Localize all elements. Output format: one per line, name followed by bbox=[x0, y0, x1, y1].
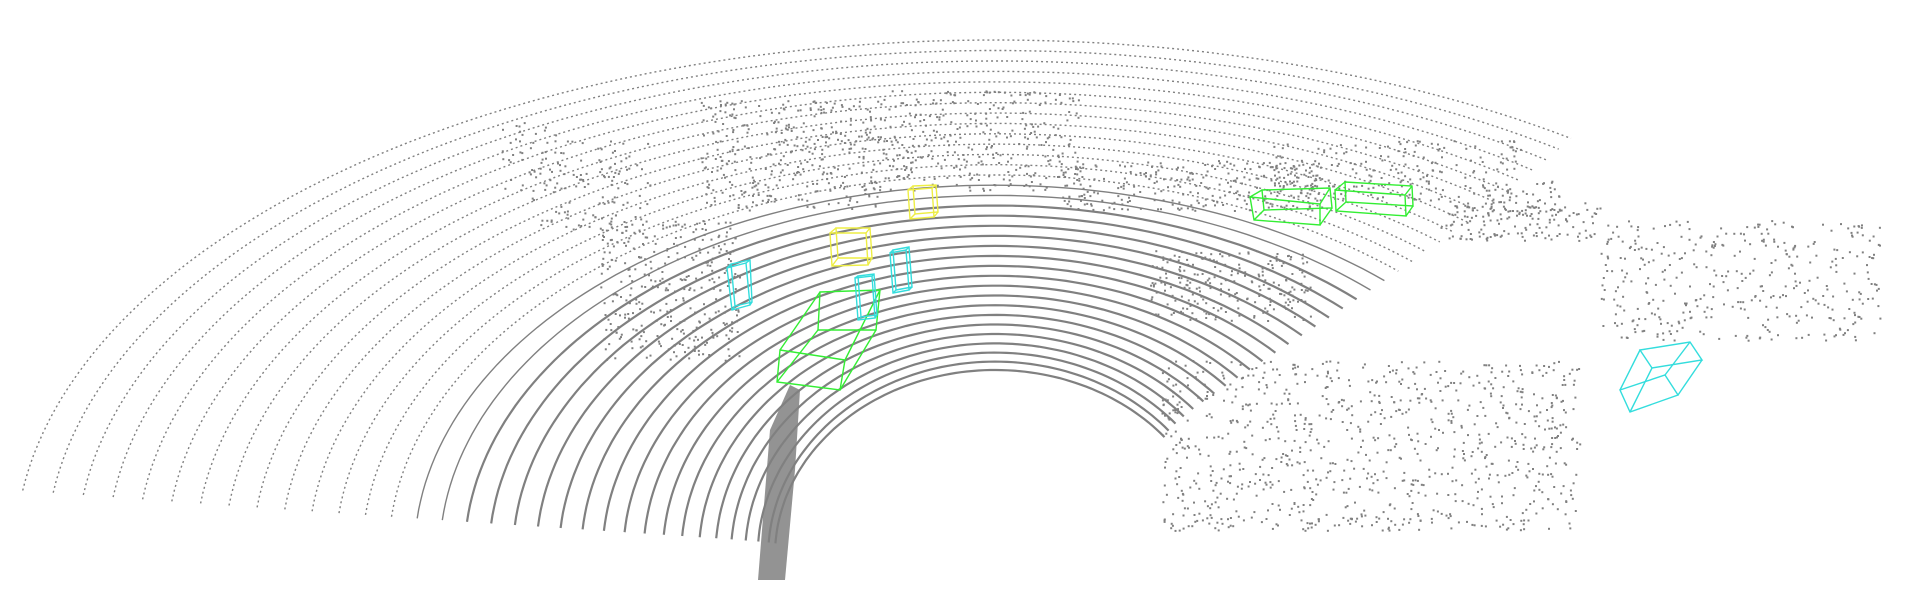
scan-ring bbox=[757, 351, 1177, 542]
cyclist-box-2[interactable] bbox=[907, 184, 939, 220]
scan-ring bbox=[623, 274, 1264, 533]
car-box-2[interactable] bbox=[1249, 187, 1333, 226]
scan-ring bbox=[171, 91, 1508, 502]
scan-ring bbox=[22, 39, 1572, 491]
pedestrian-box-3[interactable] bbox=[854, 273, 878, 321]
scan-ring bbox=[52, 49, 1559, 493]
scan-ring bbox=[536, 234, 1317, 527]
scan-ring bbox=[465, 204, 1358, 522]
scan-ring bbox=[364, 164, 1413, 516]
scan-ring bbox=[513, 224, 1330, 526]
scan-ring bbox=[490, 214, 1344, 524]
pedestrian-box-1[interactable] bbox=[726, 259, 753, 311]
scan-ring bbox=[715, 323, 1205, 539]
near-wall-returns bbox=[758, 385, 800, 580]
scan-ring bbox=[112, 70, 1534, 498]
scan-ring bbox=[774, 368, 1166, 544]
scan-ring bbox=[643, 284, 1251, 534]
scan-ring bbox=[559, 244, 1303, 529]
pedestrian-box-4[interactable] bbox=[1619, 341, 1704, 413]
cyclist-box-1[interactable] bbox=[829, 227, 873, 267]
scan-ring bbox=[730, 332, 1194, 540]
scan-ring bbox=[199, 102, 1495, 504]
scan-ring bbox=[602, 264, 1277, 531]
scan-ring bbox=[662, 294, 1239, 535]
scan-ring bbox=[228, 112, 1481, 506]
scan-ring bbox=[82, 60, 1547, 496]
scan-ring bbox=[441, 194, 1371, 521]
scan-ring bbox=[698, 313, 1216, 538]
detection-boxes bbox=[726, 181, 1704, 413]
car-box-3[interactable] bbox=[1334, 181, 1414, 217]
pedestrian-box-2[interactable] bbox=[889, 246, 913, 294]
lidar-scan-rings bbox=[22, 39, 1572, 580]
scan-ring bbox=[681, 304, 1227, 537]
scan-ring bbox=[581, 254, 1290, 530]
scan-ring bbox=[338, 153, 1427, 514]
scan-ring bbox=[284, 133, 1454, 510]
scan-ring bbox=[141, 81, 1521, 500]
scan-ring bbox=[416, 184, 1385, 519]
